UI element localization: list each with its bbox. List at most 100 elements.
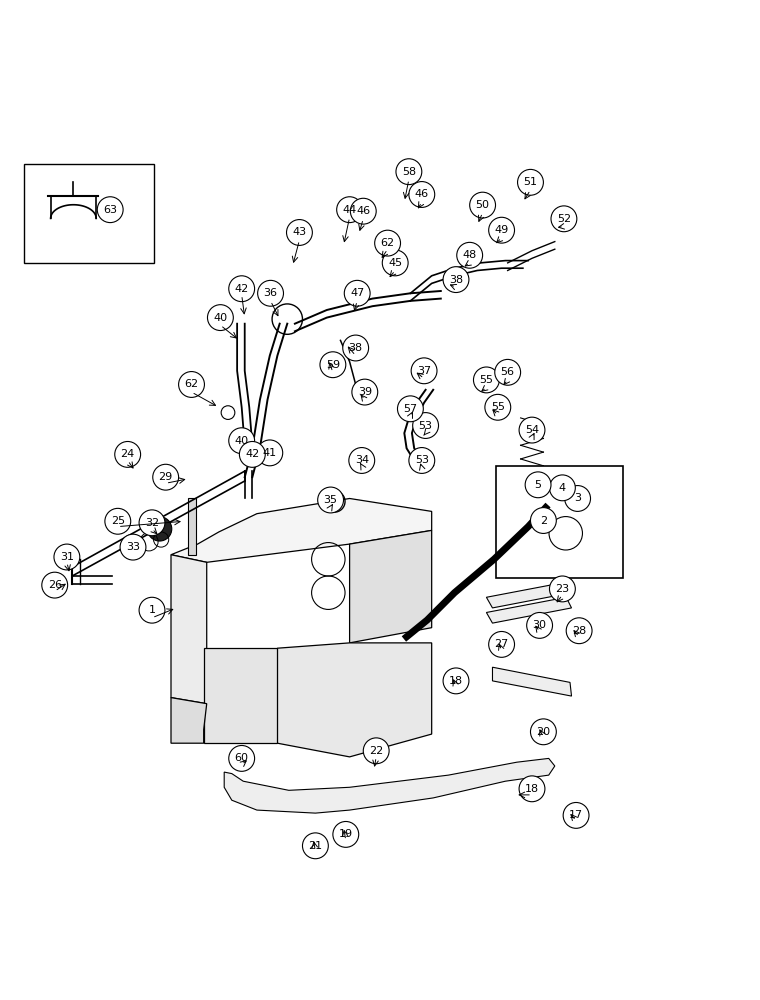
Circle shape [343,335,369,361]
Circle shape [239,441,265,467]
Circle shape [473,367,499,393]
Text: 38: 38 [349,343,363,353]
Text: 63: 63 [103,205,117,215]
Text: 27: 27 [495,639,508,649]
Circle shape [530,719,556,745]
Text: 62: 62 [381,238,394,248]
Circle shape [519,417,545,443]
Text: 20: 20 [537,727,550,737]
Circle shape [470,192,496,218]
Text: 36: 36 [264,288,277,298]
Circle shape [397,396,423,422]
Text: 52: 52 [557,214,571,224]
Polygon shape [171,555,207,704]
Text: 55: 55 [480,375,493,385]
Text: 22: 22 [369,746,383,756]
Text: 43: 43 [293,227,306,237]
Text: 42: 42 [245,449,259,459]
Text: 23: 23 [556,584,569,594]
Circle shape [363,738,389,764]
Text: 57: 57 [404,404,417,414]
Circle shape [337,197,363,223]
Polygon shape [188,498,196,555]
FancyBboxPatch shape [496,466,623,578]
Text: 4: 4 [559,483,566,493]
Text: 49: 49 [495,225,508,235]
Circle shape [344,280,370,306]
Circle shape [229,428,255,454]
Text: 53: 53 [415,455,429,465]
Text: 33: 33 [126,542,140,552]
Circle shape [411,358,437,384]
Circle shape [153,464,179,490]
Text: 51: 51 [524,177,537,187]
Circle shape [489,217,515,243]
Text: 21: 21 [309,841,322,851]
Circle shape [258,280,283,306]
Polygon shape [171,498,432,562]
Polygon shape [277,643,432,757]
Circle shape [349,448,375,473]
Text: 31: 31 [60,552,74,562]
FancyBboxPatch shape [24,164,154,263]
Circle shape [518,169,543,195]
Text: 30: 30 [533,620,546,630]
Text: 35: 35 [324,495,337,505]
Text: 44: 44 [343,205,356,215]
Circle shape [382,250,408,276]
Text: 58: 58 [402,167,416,177]
Text: 17: 17 [569,810,583,820]
Polygon shape [204,648,277,743]
Text: 2: 2 [540,516,547,526]
Circle shape [333,821,359,847]
Text: 28: 28 [572,626,586,636]
Text: 5: 5 [534,480,542,490]
Text: 62: 62 [185,379,198,389]
Text: 50: 50 [476,200,489,210]
Circle shape [409,182,435,207]
Text: 42: 42 [235,284,249,294]
Polygon shape [171,698,207,743]
Circle shape [495,359,521,385]
Text: 41: 41 [263,448,277,458]
Text: 3: 3 [574,493,581,503]
Circle shape [139,510,165,536]
Text: 55: 55 [491,402,505,412]
Text: 53: 53 [419,421,432,431]
Circle shape [350,198,376,224]
Text: 29: 29 [159,472,173,482]
Circle shape [413,413,439,438]
Text: 54: 54 [525,425,539,435]
Circle shape [257,440,283,466]
Circle shape [457,242,483,268]
Circle shape [97,197,123,223]
Circle shape [566,618,592,644]
Circle shape [179,372,204,397]
Circle shape [115,441,141,467]
Circle shape [530,508,556,533]
Circle shape [443,267,469,293]
Circle shape [352,379,378,405]
Text: 40: 40 [235,436,249,446]
Circle shape [396,159,422,185]
Circle shape [485,394,511,420]
Polygon shape [350,530,432,643]
Text: 46: 46 [415,189,429,199]
Text: 34: 34 [355,455,369,465]
Circle shape [54,544,80,570]
Circle shape [563,802,589,828]
Text: 37: 37 [417,366,431,376]
Circle shape [549,475,575,501]
Text: 59: 59 [326,360,340,370]
Circle shape [120,534,146,560]
Polygon shape [486,582,572,608]
Circle shape [229,276,255,302]
Text: 19: 19 [339,829,353,839]
Circle shape [565,486,591,511]
Circle shape [229,745,255,771]
Circle shape [443,668,469,694]
Text: 60: 60 [235,753,249,763]
Circle shape [551,206,577,232]
Polygon shape [224,758,555,813]
Text: 1: 1 [148,605,156,615]
